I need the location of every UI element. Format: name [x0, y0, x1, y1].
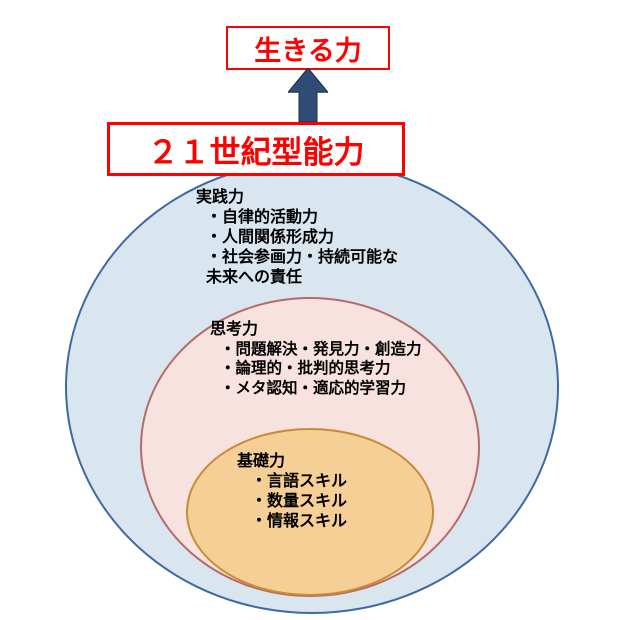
- up-arrow-icon: [288, 68, 328, 122]
- diagram-stage: 生きる力 ２１世紀型能力 実践力 ・自律的活動力 ・人間関係形成力 ・社会参画力…: [0, 0, 620, 620]
- middle-label-block: 思考力 ・問題解決・発見力・創造力 ・論理的・批判的思考力 ・メタ認知・適応的学…: [210, 320, 422, 398]
- main-title-box: ２１世紀型能力: [107, 122, 405, 176]
- middle-item: ・論理的・批判的思考力: [210, 359, 422, 378]
- outer-item: ・自律的活動力: [196, 208, 398, 228]
- outer-item: ・社会参画力・持続可能な: [196, 248, 398, 268]
- outer-label-block: 実践力 ・自律的活動力 ・人間関係形成力 ・社会参画力・持続可能な 未来への責任: [196, 188, 398, 288]
- middle-title: 思考力: [210, 320, 422, 340]
- middle-item: ・メタ認知・適応的学習力: [210, 379, 422, 398]
- outer-item: ・人間関係形成力: [196, 228, 398, 248]
- main-title-text: ２１世紀型能力: [148, 127, 365, 172]
- top-goal-text: 生きる力: [254, 29, 361, 68]
- inner-item: ・情報スキル: [237, 512, 347, 532]
- outer-title: 実践力: [196, 188, 398, 208]
- top-goal-box: 生きる力: [226, 26, 390, 70]
- inner-label-block: 基礎力 ・言語スキル ・数量スキル ・情報スキル: [237, 452, 347, 532]
- inner-title: 基礎力: [237, 452, 347, 472]
- outer-item: 未来への責任: [196, 268, 398, 288]
- inner-item: ・数量スキル: [237, 492, 347, 512]
- inner-item: ・言語スキル: [237, 472, 347, 492]
- middle-item: ・問題解決・発見力・創造力: [210, 340, 422, 359]
